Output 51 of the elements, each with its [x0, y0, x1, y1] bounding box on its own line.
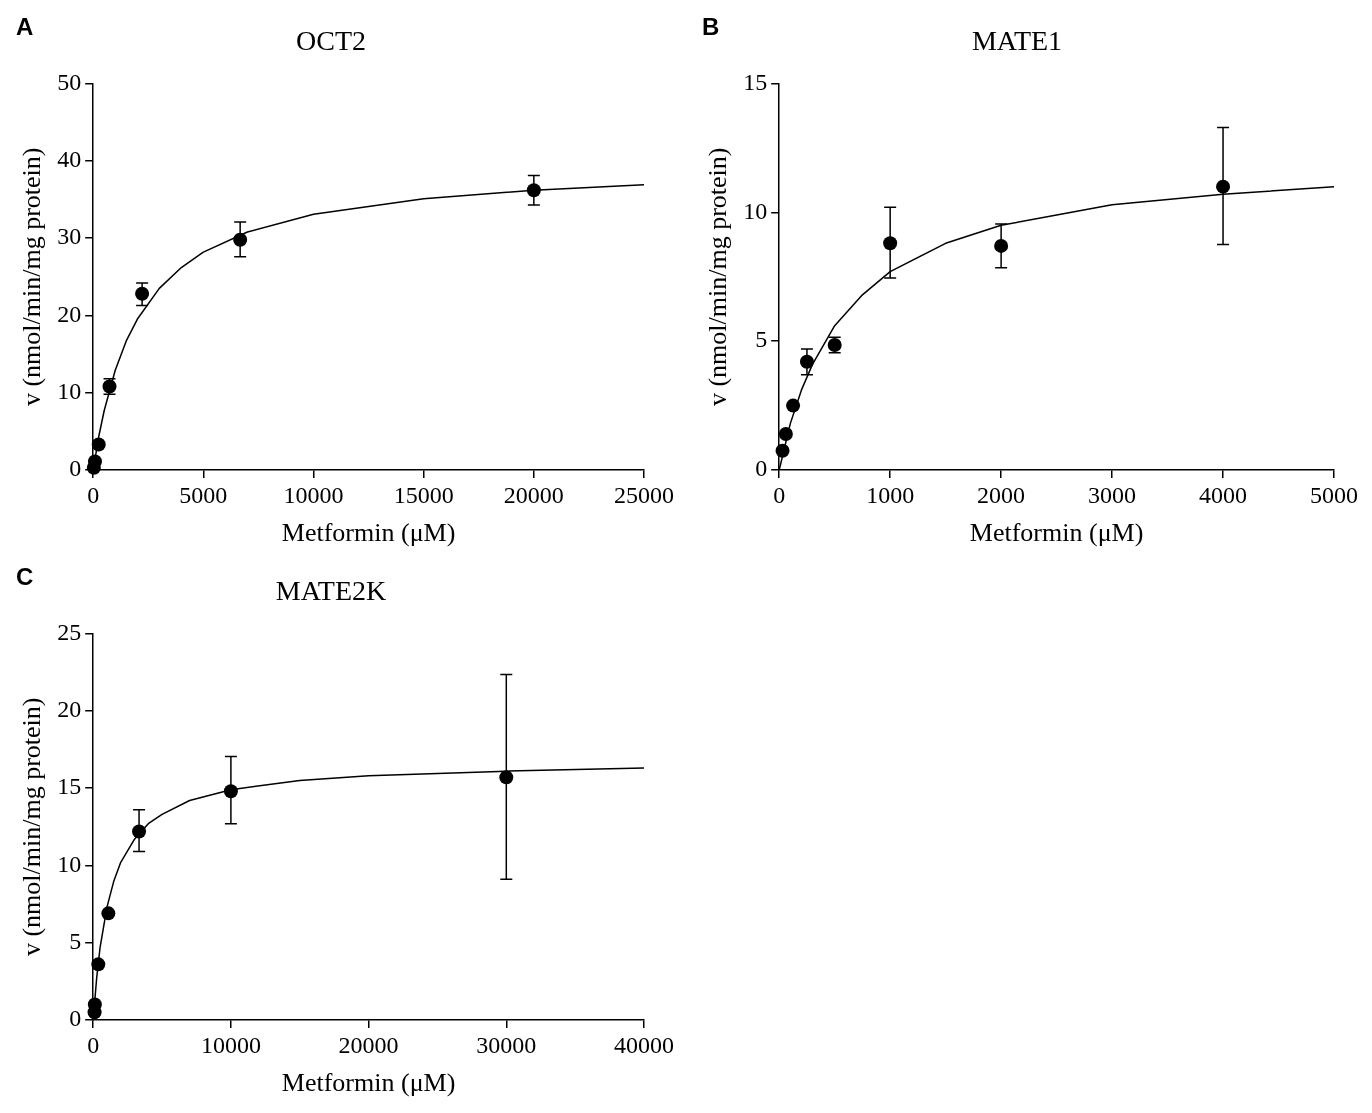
y-tick-label: 5 — [755, 326, 768, 353]
x-tick-label: 5000 — [1310, 481, 1358, 508]
y-tick-label: 15 — [743, 68, 768, 95]
x-tick-label: 1000 — [866, 481, 915, 508]
chart-title: MATE2K — [275, 575, 387, 607]
x-tick-label: 10000 — [200, 1031, 261, 1058]
y-axis-title: v (nmol/min/mg protein) — [703, 147, 733, 407]
text: A — [16, 12, 34, 40]
x-tick-label: 0 — [87, 1031, 100, 1058]
x-tick-label: 4000 — [1199, 481, 1248, 508]
x-tick-label: 25000 — [614, 481, 674, 508]
x-tick-label: 0 — [773, 481, 786, 508]
y-tick-label: 0 — [69, 1005, 82, 1032]
y-tick-label: 15 — [57, 773, 82, 800]
x-tick-label: 2000 — [977, 481, 1026, 508]
x-tick-label: 20000 — [503, 481, 564, 508]
y-tick-label: 0 — [69, 455, 82, 482]
y-tick-label: 25 — [57, 618, 82, 645]
x-tick-label: 0 — [87, 481, 100, 508]
y-tick-label: 0 — [755, 455, 768, 482]
point — [91, 957, 106, 972]
x-tick-label: 3000 — [1088, 481, 1137, 508]
text: C — [16, 562, 34, 590]
x-tick-label: 5000 — [179, 481, 228, 508]
x-tick-label: 40000 — [614, 1031, 674, 1058]
y-tick-label: 5 — [69, 928, 82, 955]
y-axis-title: v (nmol/min/mg protein) — [17, 697, 47, 957]
chart-title: OCT2 — [296, 25, 366, 57]
y-tick-label: 10 — [57, 378, 82, 405]
chart-title: MATE1 — [971, 25, 1063, 57]
y-tick-label: 10 — [57, 850, 82, 877]
x-tick-label: 30000 — [476, 1031, 537, 1058]
y-tick-label: 50 — [57, 68, 82, 95]
x-axis-title: Metformin (μM) — [281, 518, 456, 548]
x-tick-label: 10000 — [283, 481, 344, 508]
x-tick-label: 20000 — [338, 1031, 399, 1058]
x-tick-label: 15000 — [393, 481, 454, 508]
y-axis-title: v (nmol/min/mg protein) — [17, 147, 47, 407]
x-axis-title: Metformin (μM) — [281, 1068, 456, 1098]
point — [101, 906, 116, 921]
point — [778, 426, 793, 441]
y-tick-label: 30 — [57, 223, 82, 250]
point — [91, 437, 106, 452]
y-tick-label: 20 — [57, 300, 82, 327]
point — [775, 443, 790, 458]
y-tick-label: 20 — [57, 696, 82, 723]
point — [786, 398, 801, 413]
y-tick-label: 40 — [57, 146, 82, 173]
x-axis-title: Metformin (μM) — [969, 518, 1144, 548]
y-tick-label: 10 — [743, 197, 768, 224]
text: B — [702, 12, 720, 40]
